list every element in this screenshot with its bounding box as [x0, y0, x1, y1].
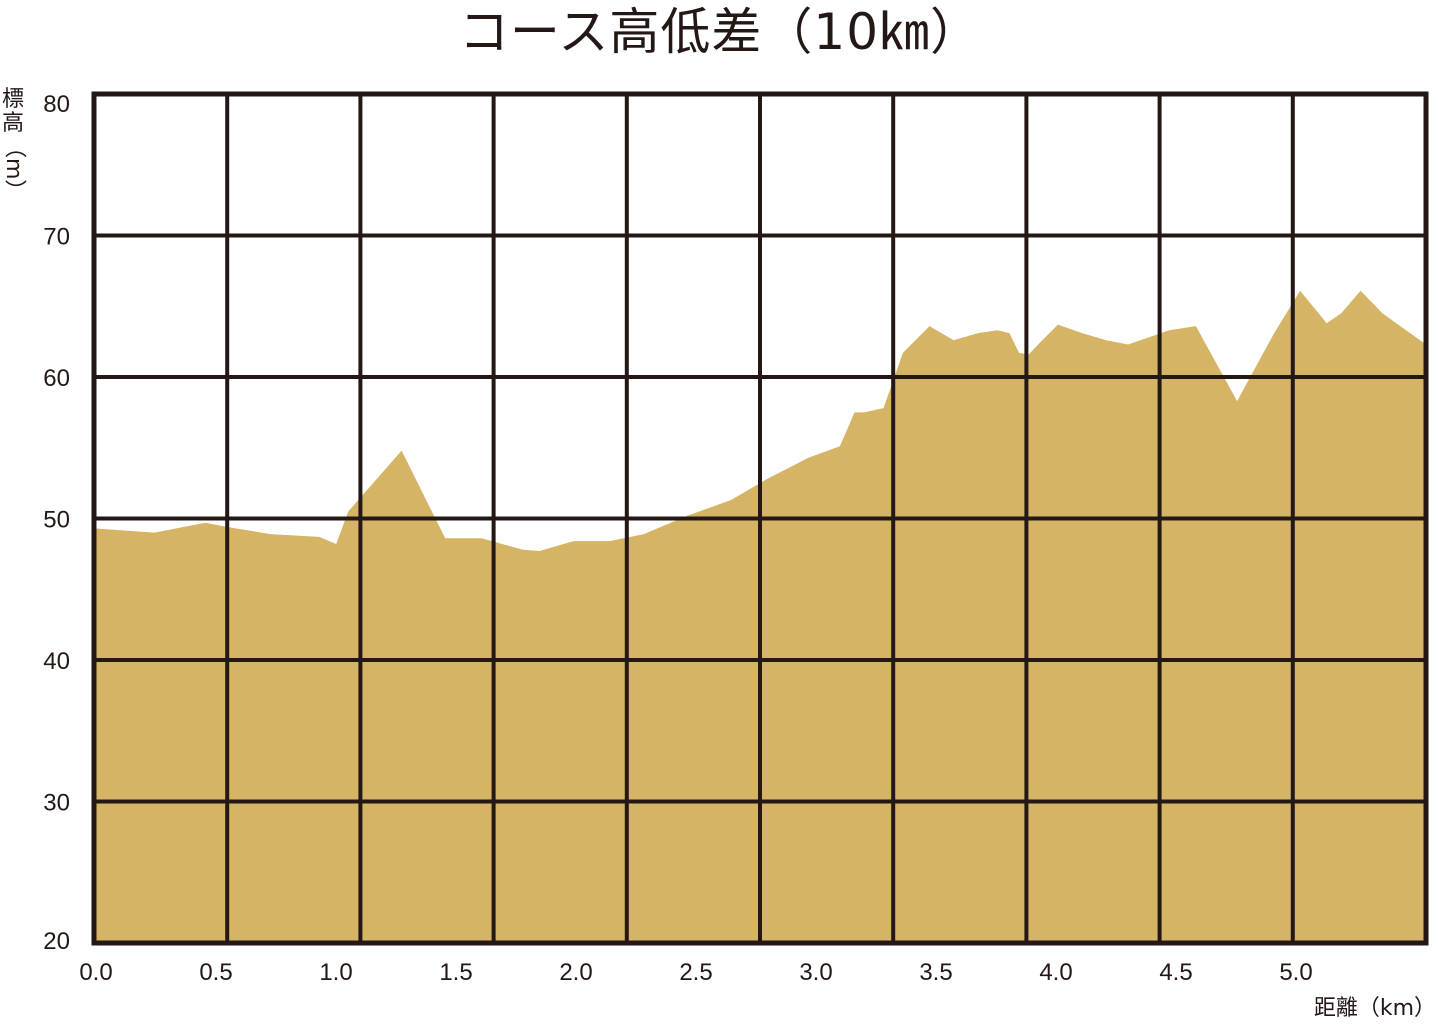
tick-label-layer: 20 30 40 50 60 70 80 0.0 0.5 1.0 1.5 2.0 2.5 3.0 3.5 4.…: [43, 91, 1312, 986]
x-tick-label: 1.5: [439, 959, 472, 986]
y-tick-label: 30: [43, 790, 70, 817]
y-tick-label: 80: [43, 91, 70, 118]
plot-frame: [91, 91, 1429, 946]
x-tick-label: 1.0: [319, 959, 352, 986]
x-tick-label: 3.5: [919, 959, 952, 986]
y-tick-label: 40: [43, 648, 70, 675]
y-tick-label: 50: [43, 507, 70, 534]
x-tick-label: 0.0: [79, 959, 112, 986]
grid-layer: [91, 91, 1429, 946]
y-tick-label: 70: [43, 224, 70, 251]
y-axis-title-char-1: 標: [1, 87, 24, 112]
x-tick-label: 5.0: [1279, 959, 1312, 986]
x-tick-label: 2.0: [559, 959, 592, 986]
y-axis-title-char-2: 高: [1, 111, 24, 136]
x-tick-label: 2.5: [679, 959, 712, 986]
x-axis-title: 距離（km）: [1313, 996, 1436, 1021]
x-tick-label: 3.0: [799, 959, 832, 986]
chart-title: コース高低差（10㎞）: [458, 3, 982, 61]
y-axis-title: 標 高 （m）: [0, 88, 26, 207]
x-tick-label: 4.0: [1039, 959, 1072, 986]
y-tick-label: 60: [43, 365, 70, 392]
y-tick-label: 20: [43, 928, 70, 955]
x-tick-label: 4.5: [1159, 959, 1192, 986]
x-tick-label: 0.5: [199, 959, 232, 986]
y-axis-title-unit: （m）: [1, 136, 26, 202]
